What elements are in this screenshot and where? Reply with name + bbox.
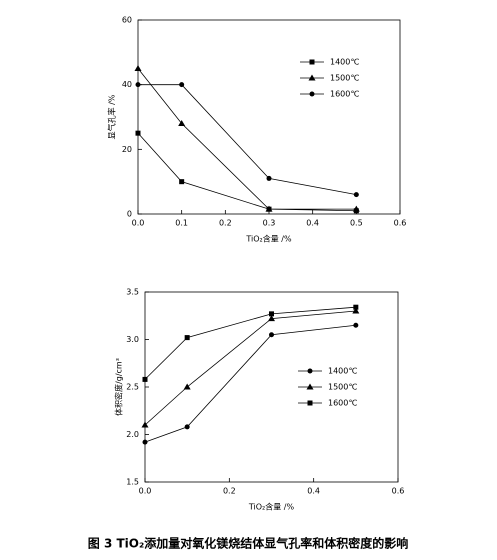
marker: [307, 368, 313, 374]
x-tick-label: 0.2: [223, 487, 236, 496]
marker: [179, 82, 185, 88]
marker: [353, 192, 359, 198]
plot-frame: [137, 19, 401, 215]
marker: [142, 439, 148, 445]
series-line: [144, 324, 356, 443]
marker: [179, 179, 185, 185]
marker: [306, 383, 314, 390]
marker: [135, 82, 141, 88]
y-tick-label: 3.0: [126, 335, 139, 344]
legend-label: 1400℃: [330, 58, 359, 67]
x-tick-label: 0.1: [175, 219, 188, 228]
legend-label: 1600℃: [328, 399, 357, 408]
marker: [353, 304, 359, 310]
marker: [178, 119, 186, 126]
x-tick-label: 0.6: [392, 487, 405, 496]
marker: [134, 65, 142, 71]
marker: [142, 376, 148, 382]
x-tick-label: 0.6: [394, 219, 407, 228]
marker: [183, 383, 191, 390]
y-tick-label: 60: [122, 16, 132, 25]
series-line: [137, 68, 357, 210]
marker: [307, 400, 313, 406]
x-tick-label: 0.4: [307, 487, 320, 496]
y-tick-label: 40: [122, 80, 132, 89]
marker: [309, 91, 315, 97]
marker: [184, 424, 190, 430]
y-tick-label: 1.5: [126, 478, 139, 487]
marker: [268, 315, 275, 322]
x-axis-label: TiO₂含量 /%: [245, 234, 292, 244]
marker: [269, 332, 274, 338]
y-tick-label: 2.5: [126, 383, 139, 392]
series-line: [137, 132, 357, 212]
series-line: [138, 84, 357, 195]
marker: [269, 311, 274, 317]
x-tick-label: 0.5: [350, 219, 363, 228]
x-tick-label: 0.0: [132, 219, 145, 228]
series-line: [144, 306, 356, 380]
legend-label: 1500℃: [330, 74, 359, 83]
marker: [141, 421, 149, 428]
series-line: [144, 310, 356, 426]
y-tick-label: 0: [127, 210, 132, 219]
legend-label: 1400℃: [328, 367, 357, 376]
y-axis-label: 显气孔率 /%: [107, 94, 117, 139]
legend-label: 1600℃: [330, 90, 359, 99]
marker: [308, 74, 316, 81]
x-tick-label: 0.4: [306, 219, 319, 228]
caption: 图 3 TiO₂添加量对氧化镁烧结体显气孔率和体积密度的影响: [88, 536, 408, 551]
y-tick-label: 3.5: [126, 288, 139, 297]
x-axis-label: TiO₂含量 /%: [248, 502, 295, 512]
marker: [265, 205, 273, 212]
y-axis-label: 体积密度/g/cm³: [114, 358, 124, 416]
marker: [135, 130, 141, 136]
marker: [309, 59, 315, 65]
x-tick-label: 0.2: [219, 219, 232, 228]
x-tick-label: 0.0: [139, 487, 152, 496]
marker: [184, 335, 190, 341]
marker: [353, 322, 359, 328]
legend-label: 1500℃: [328, 383, 357, 392]
marker: [266, 175, 272, 181]
y-tick-label: 20: [122, 145, 132, 154]
y-tick-label: 2.0: [126, 430, 139, 439]
marker: [352, 307, 360, 314]
marker: [352, 205, 360, 212]
x-tick-label: 0.3: [263, 219, 276, 228]
